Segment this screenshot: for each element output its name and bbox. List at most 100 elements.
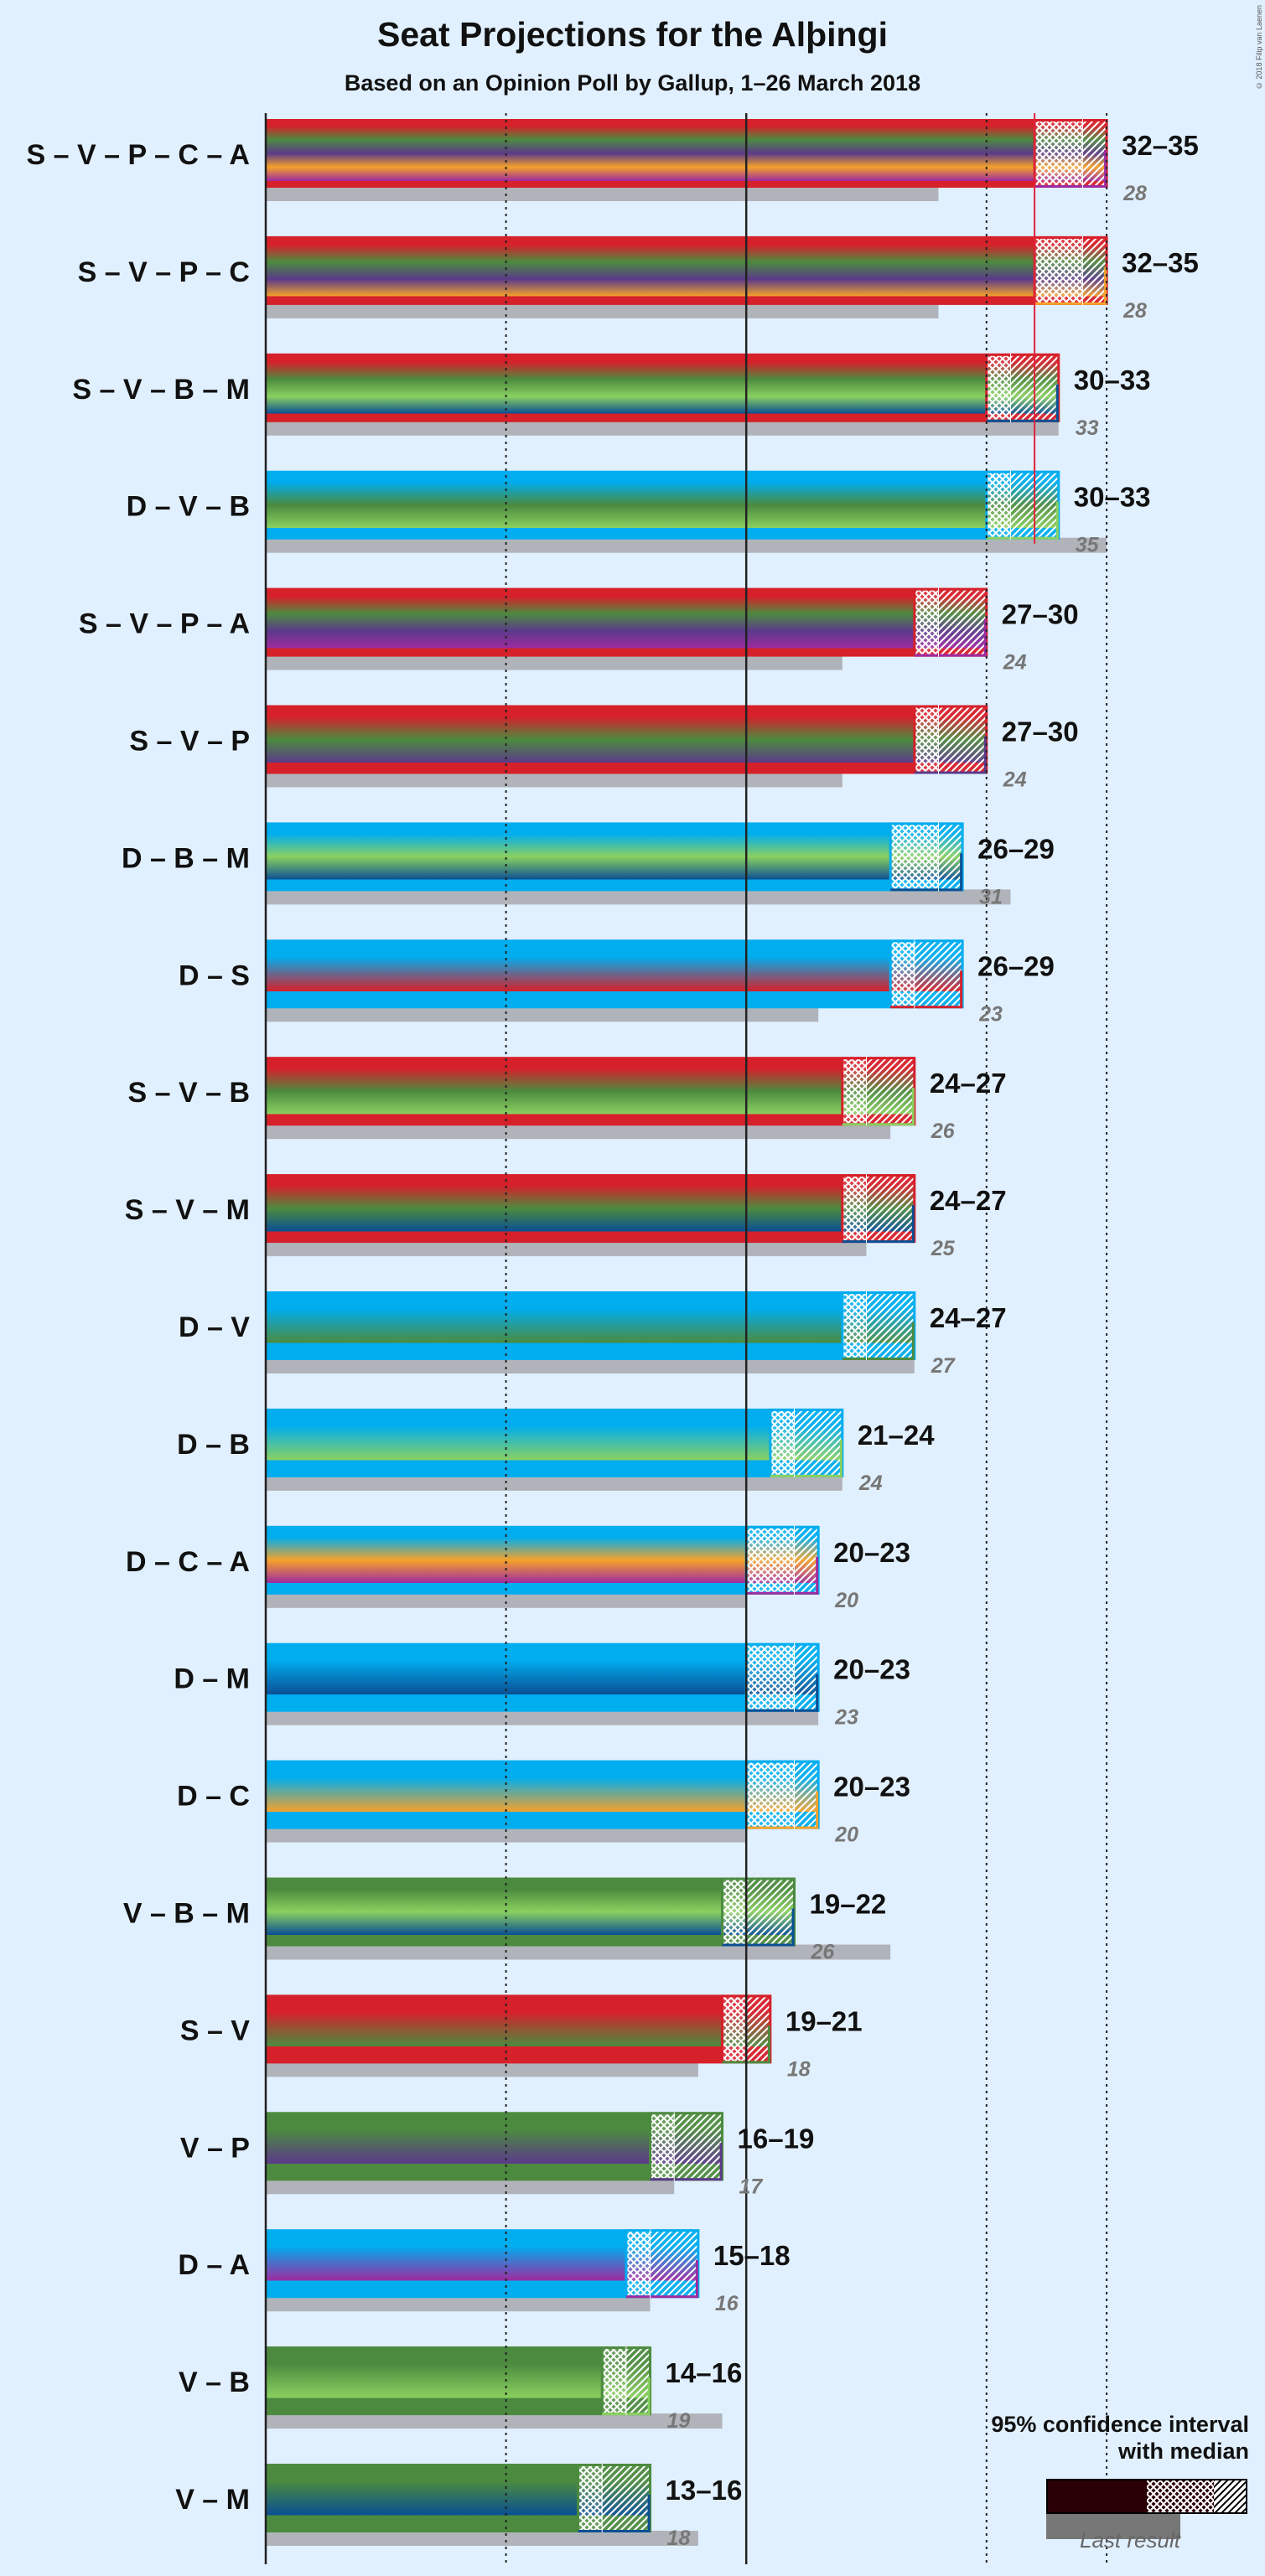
confidence-interval [744,1525,820,1595]
projection-bar [266,1174,842,1244]
range-label: 32–35 [1122,247,1199,278]
projection-bar [266,119,1035,188]
confidence-interval [1033,235,1108,305]
confidence-interval [721,1877,796,1947]
projection-bar [266,1291,842,1360]
projection-bar [266,2112,651,2181]
last-result-bar [266,1241,867,1257]
coalition-label: D – V – B [127,491,250,523]
range-label: 26–29 [977,950,1055,981]
projection-bar [266,1057,842,1126]
coalition-label: V – M [175,2484,250,2516]
confidence-interval [985,470,1060,540]
projection-bar [266,2346,603,2416]
last-result-bar [266,2179,675,2195]
coalition-label: D – B – M [122,842,250,874]
last-result-bar [266,772,842,788]
coalition-label: D – M [174,1663,250,1695]
legend-graphic [1046,2479,1247,2539]
confidence-interval [625,2229,700,2299]
last-result-bar [266,654,842,670]
last-result-label: 25 [931,1237,956,1260]
projection-bar [266,939,891,1009]
range-label: 30–33 [1074,365,1151,396]
range-label: 14–16 [666,2357,743,2388]
coalition-label: D – B [177,1429,250,1461]
range-label: 16–19 [738,2123,815,2154]
confidence-interval [600,2346,652,2416]
confidence-interval [841,1057,916,1126]
projection-bar [266,235,1035,305]
last-result-label: 23 [978,1002,1003,1026]
last-result-label: 16 [715,2292,739,2315]
coalition-label: D – V [179,1311,250,1343]
last-result-bar [266,1710,819,1725]
projection-bar [266,1877,723,1947]
range-label: 24–27 [930,1302,1007,1333]
range-label: 32–35 [1122,130,1199,161]
gridlines [264,113,1108,2564]
confidence-interval [913,587,988,657]
last-result-label: 26 [931,1120,956,1143]
coalition-label: D – C [177,1781,250,1813]
confidence-interval [841,1291,916,1360]
confidence-interval [744,1760,820,1829]
chart-title: Seat Projections for the Alþingi [377,15,888,54]
coalition-label: S – V – P – C – A [27,139,250,171]
last-result-bar [266,186,939,201]
projection-bar [266,353,987,422]
coalition-label: S – V [180,2015,250,2046]
last-result-bar [266,1006,819,1022]
last-result-bar [266,2296,651,2312]
range-label: 30–33 [1074,482,1151,513]
confidence-interval [744,1642,820,1712]
confidence-interval [913,705,988,774]
confidence-interval [721,1994,772,2064]
coalition-label: S – V – P [129,726,250,758]
projection-bar [266,822,891,892]
range-label: 27–30 [1002,716,1079,747]
range-label: 15–18 [713,2240,791,2271]
projection-bar [266,1994,723,2064]
confidence-interval [769,1408,844,1477]
coalition-label: S – V – B – M [72,374,250,406]
confidence-interval [1033,119,1108,188]
coalition-label: D – S [179,960,250,991]
legend-last-result-label: Last result [1080,2527,1180,2553]
confidence-interval [649,2112,724,2181]
last-result-label: 24 [1003,768,1027,792]
coalition-label: S – V – P – C [78,256,250,288]
last-result-label: 27 [931,1354,956,1378]
last-result-label: 18 [667,2527,691,2550]
confidence-interval [985,353,1060,422]
range-label: 19–22 [810,1889,887,1920]
last-result-label: 28 [1122,182,1147,205]
last-result-bar [266,303,939,318]
projection-bar [266,1408,770,1477]
projection-bar [266,2464,578,2532]
range-label: 21–24 [858,1420,935,1451]
range-label: 20–23 [833,1654,910,1685]
last-result-bar [266,2413,723,2429]
confidence-interval [889,939,964,1009]
projection-bar [266,470,987,540]
last-result-label: 19 [667,2409,691,2433]
last-result-label: 24 [858,1472,883,1495]
coalition-label: V – P [180,2132,250,2164]
last-result-bar [266,1944,891,1960]
range-label: 24–27 [930,1068,1007,1099]
range-label: 20–23 [833,1537,910,1568]
last-result-label: 24 [1003,651,1027,675]
coalition-label: D – C – A [126,1546,250,1578]
range-label: 20–23 [833,1772,910,1803]
last-result-label: 26 [811,1941,836,1964]
confidence-interval [577,2464,652,2532]
last-result-bar [266,1827,747,1843]
coalition-label: S – V – M [125,1194,250,1226]
range-label: 26–29 [977,833,1055,864]
legend-outline [1046,2479,1247,2514]
last-result-bar [266,537,1107,553]
legend-solid-swatch [1046,2479,1147,2514]
last-result-label: 20 [834,1589,858,1612]
